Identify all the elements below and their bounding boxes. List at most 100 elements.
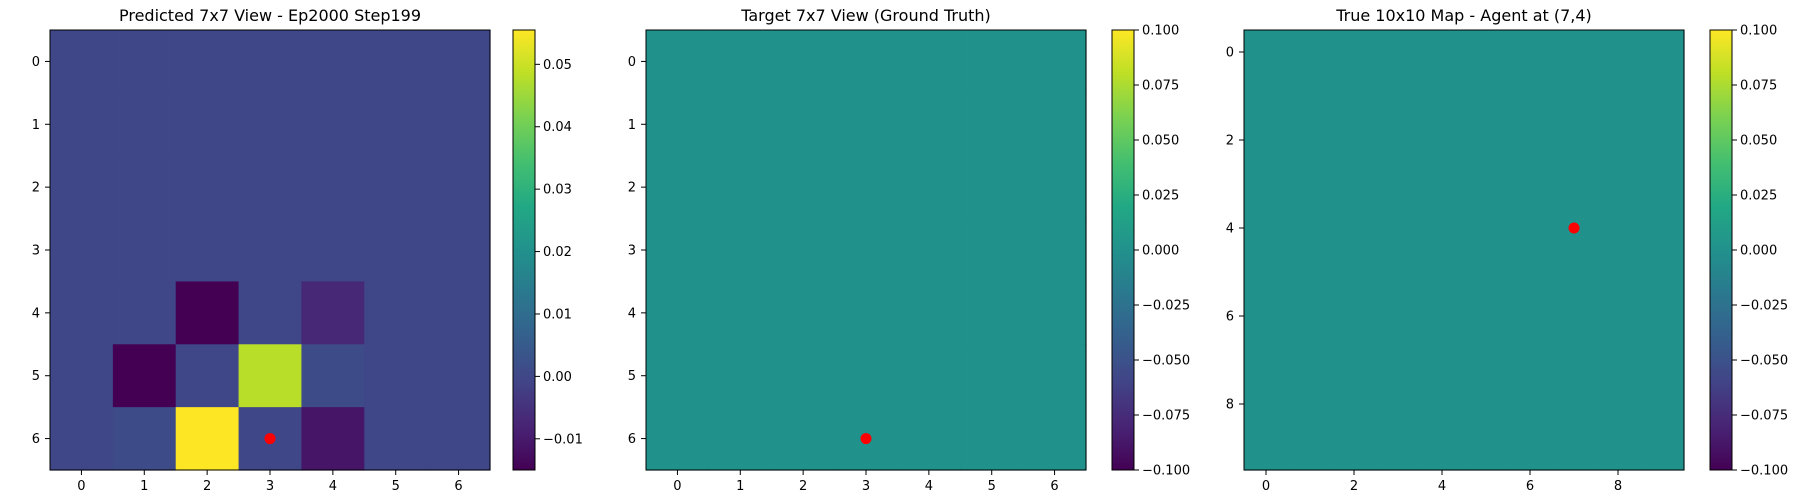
y-tick-label: 8 — [1226, 398, 1234, 413]
heatmap-cell — [50, 281, 114, 345]
heatmap-cell — [1332, 206, 1377, 251]
heatmap-cell — [1552, 338, 1597, 383]
panel-1: Target 7x7 View (Ground Truth) 0 1 2 3 4 5 6 0 1 2… — [628, 6, 1190, 494]
heatmap-cell — [427, 92, 491, 157]
x-tick-label: 2 — [1350, 479, 1358, 494]
heatmap-cell — [1508, 382, 1553, 427]
heatmap-cell — [1288, 338, 1333, 383]
axes-frame — [1243, 29, 1685, 471]
heatmap-cell — [364, 30, 428, 94]
colorbar-tick-label: −0.025 — [1142, 299, 1190, 314]
x-tick-label: 5 — [988, 479, 996, 494]
heatmap-cell — [834, 218, 899, 283]
colorbar-tick-label: −0.050 — [1740, 354, 1788, 369]
y-tick-label: 4 — [628, 306, 636, 321]
heatmap-cell — [1420, 338, 1465, 383]
heatmap-cell — [1376, 338, 1421, 383]
colorbar-tick-label: −0.075 — [1142, 409, 1190, 424]
heatmap-cell — [1244, 30, 1289, 75]
heatmap-cell — [50, 218, 114, 283]
heatmap-cell — [1596, 382, 1641, 427]
heatmap-cell — [960, 407, 1024, 471]
x-tick-label: 0 — [1262, 479, 1270, 494]
heatmap-cell — [1464, 162, 1509, 207]
y-tick-label: 3 — [628, 244, 636, 259]
heatmap-cell — [1332, 294, 1377, 339]
heatmap-cell — [364, 218, 428, 283]
heatmap-cell — [1508, 118, 1553, 163]
heatmap-cell — [1376, 30, 1421, 75]
x-tick-label: 2 — [799, 479, 807, 494]
heatmap-cell — [175, 407, 240, 471]
heatmap-cell — [708, 218, 773, 283]
heatmap-cell — [112, 155, 177, 220]
y-tick-label: 0 — [628, 55, 636, 70]
heatmap-cell — [1596, 206, 1641, 251]
heatmap-cell — [112, 281, 177, 345]
heatmap-cell — [238, 155, 303, 220]
heatmap-cell — [1288, 118, 1333, 163]
heatmap-cell — [834, 92, 899, 157]
heatmap-cell — [1552, 118, 1597, 163]
colorbar-tick-label: 0.075 — [1740, 79, 1777, 94]
heatmap-cell — [301, 344, 365, 408]
heatmap-cell — [708, 30, 773, 94]
heatmap-cell — [708, 281, 773, 345]
heatmap-cell — [1464, 118, 1509, 163]
heatmap-cell — [708, 92, 773, 157]
heatmap-cell — [1332, 382, 1377, 427]
heatmap-cell — [897, 155, 961, 220]
heatmap-cell — [1596, 118, 1641, 163]
heatmap-cell — [50, 344, 114, 408]
heatmap-cell — [1552, 382, 1597, 427]
heatmap-cell — [771, 281, 836, 345]
heatmap-cell — [834, 281, 899, 345]
heatmap-cell — [1596, 30, 1641, 75]
heatmap-cell — [1552, 74, 1597, 119]
heatmap-cell — [771, 92, 836, 157]
chart-title: Predicted 7x7 View - Ep2000 Step199 — [119, 6, 421, 25]
heatmap-cell — [1420, 74, 1465, 119]
heatmap-cell — [1288, 162, 1333, 207]
colorbar-tick-label: 0.00 — [543, 370, 572, 385]
chart-title: Target 7x7 View (Ground Truth) — [740, 6, 991, 25]
heatmap-cell — [364, 281, 428, 345]
heatmap-cell — [1023, 344, 1087, 408]
colorbar-tick-label: −0.100 — [1740, 464, 1788, 479]
heatmap-cell — [1420, 30, 1465, 75]
heatmap-cell — [1244, 118, 1289, 163]
heatmap-cell — [1288, 250, 1333, 295]
heatmap-cell — [1508, 30, 1553, 75]
heatmap-cell — [1464, 30, 1509, 75]
heatmap-cell — [50, 155, 114, 220]
heatmap-cell — [1464, 74, 1509, 119]
heatmap-cell — [897, 407, 961, 471]
heatmap-cell — [1023, 92, 1087, 157]
panel-0: Predicted 7x7 View - Ep2000 Step199 0 1 2 3 4… — [32, 6, 583, 494]
heatmap-cell — [1640, 250, 1685, 295]
x-tick-label: 0 — [77, 479, 85, 494]
heatmap-cell — [427, 407, 491, 471]
heatmap-cell — [364, 344, 428, 408]
heatmap-cell — [1508, 426, 1553, 471]
heatmap-cell — [1288, 206, 1333, 251]
y-tick-label: 1 — [628, 118, 636, 133]
heatmap-cell — [1244, 294, 1289, 339]
heatmap-cell — [1332, 338, 1377, 383]
heatmap-cell — [175, 30, 240, 94]
heatmap-cell — [1023, 407, 1087, 471]
heatmap-cell — [897, 218, 961, 283]
panel-2: True 10x10 Map - Agent at (7,4) 0 2 4 6 8 0 2 4 6… — [1226, 6, 1788, 494]
x-tick-label: 1 — [140, 479, 148, 494]
heatmap-cell — [1023, 218, 1087, 283]
heatmap-cell — [1244, 338, 1289, 383]
heatmap-cell — [1552, 250, 1597, 295]
x-tick-label: 4 — [925, 479, 933, 494]
y-tick-label: 3 — [32, 244, 40, 259]
heatmap-cell — [1508, 250, 1553, 295]
heatmap-cell — [50, 407, 114, 471]
y-tick-label: 5 — [32, 369, 40, 384]
heatmap-cell — [301, 92, 365, 157]
y-tick-label: 2 — [1226, 134, 1234, 149]
heatmap-cell — [112, 344, 177, 408]
